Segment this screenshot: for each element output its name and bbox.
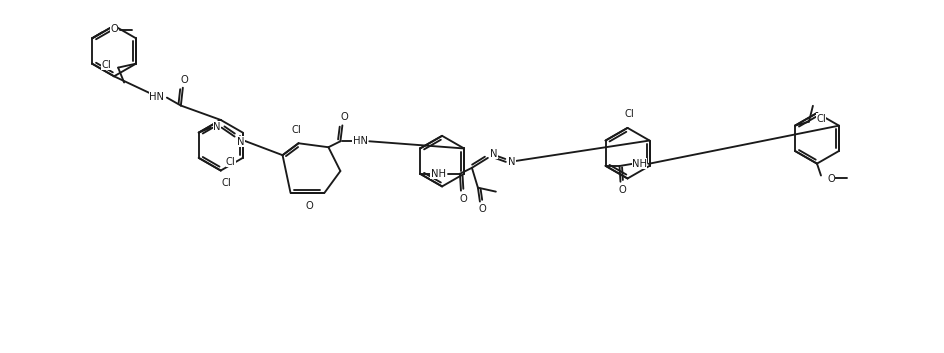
Text: HN: HN [149, 92, 164, 102]
Text: O: O [827, 174, 834, 185]
Text: O: O [306, 201, 313, 211]
Text: NH: NH [632, 159, 647, 169]
Text: O: O [181, 75, 189, 85]
Text: O: O [459, 193, 467, 204]
Text: N: N [237, 137, 244, 146]
Text: N: N [490, 149, 497, 159]
Text: Cl: Cl [222, 179, 231, 189]
Text: Cl: Cl [292, 125, 301, 135]
Text: N: N [508, 157, 515, 167]
Text: Cl: Cl [816, 114, 826, 124]
Text: O: O [478, 204, 486, 215]
Text: O: O [618, 185, 627, 195]
Text: Cl: Cl [101, 60, 111, 70]
Text: O: O [110, 24, 118, 34]
Text: Cl: Cl [625, 109, 634, 119]
Text: HN: HN [353, 136, 368, 146]
Text: N: N [213, 122, 220, 132]
Text: Cl: Cl [226, 157, 236, 167]
Text: NH: NH [430, 169, 446, 179]
Text: O: O [341, 113, 348, 122]
